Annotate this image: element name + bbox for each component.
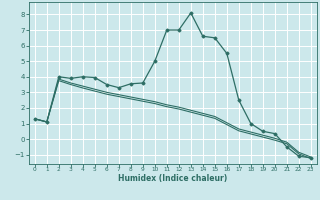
X-axis label: Humidex (Indice chaleur): Humidex (Indice chaleur)	[118, 174, 228, 183]
